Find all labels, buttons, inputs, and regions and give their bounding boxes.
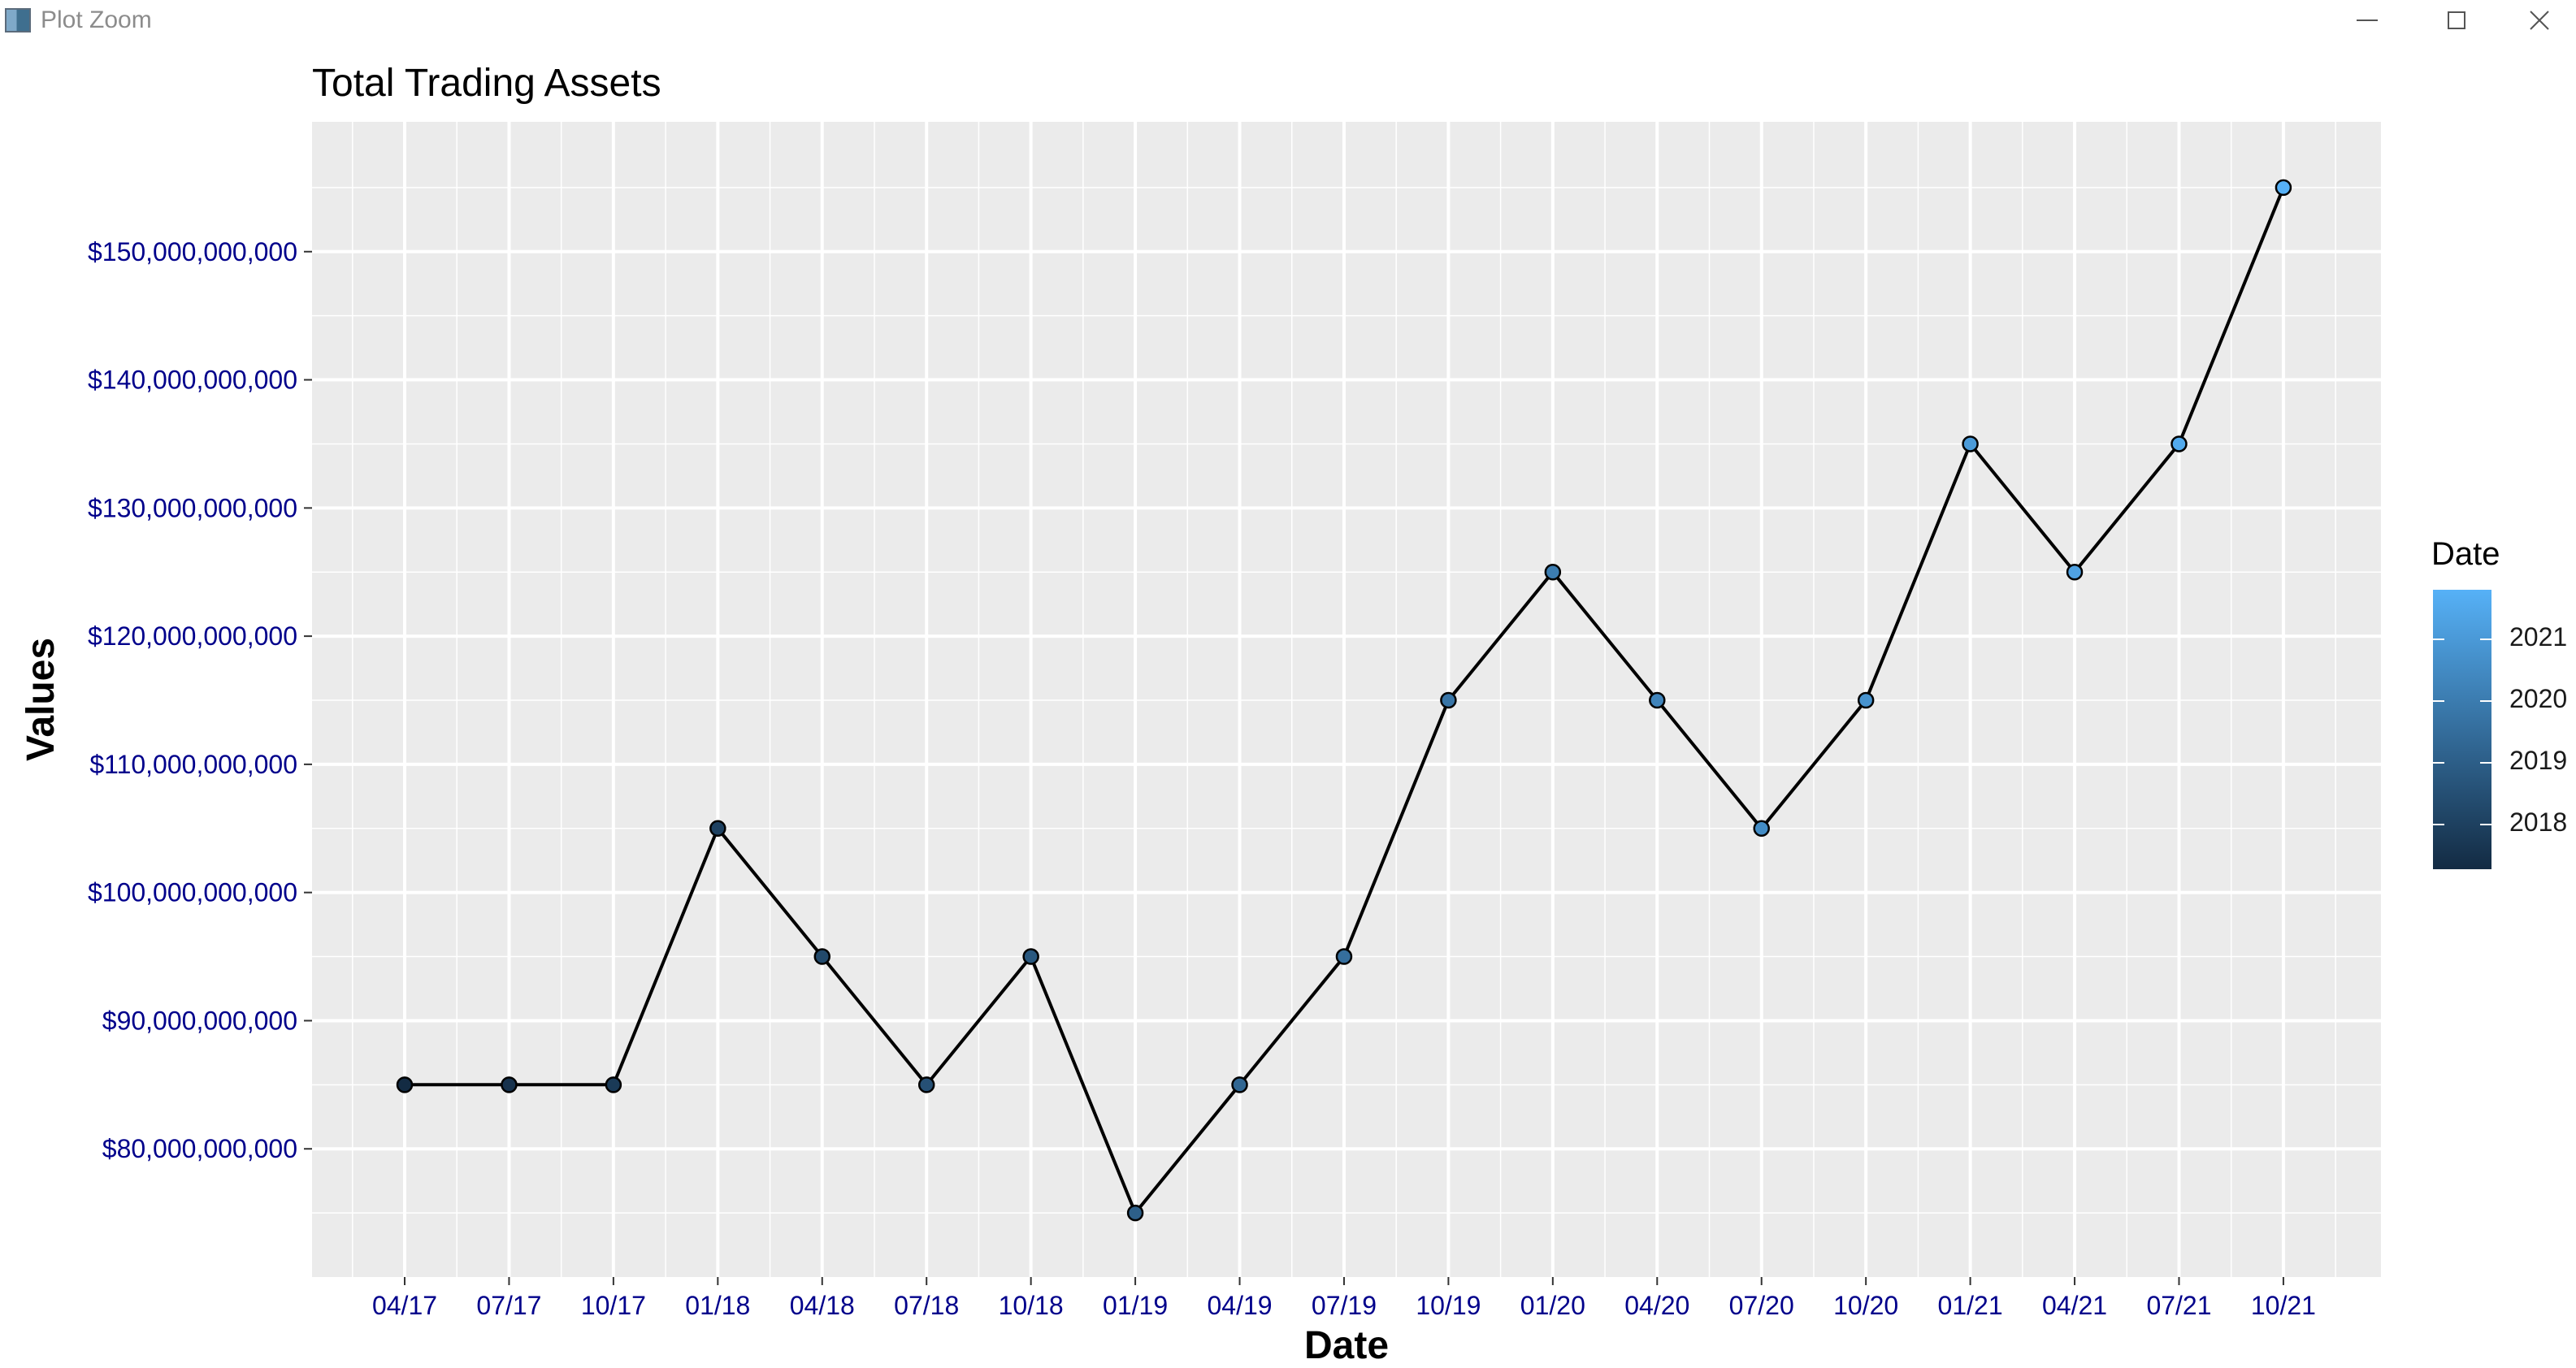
y-axis-label: Values [20, 638, 63, 761]
legend-tick [2480, 762, 2491, 764]
x-axis-label: Date [1304, 1324, 1389, 1367]
data-point [605, 1076, 622, 1093]
data-point [2066, 563, 2084, 581]
x-tick-label: 07/19 [1312, 1291, 1377, 1320]
close-icon [2530, 11, 2549, 30]
x-tick-label: 10/17 [581, 1291, 646, 1320]
legend-tick [2433, 762, 2444, 764]
y-tick-label: $90,000,000,000 [102, 1006, 297, 1035]
x-tick-label: 04/21 [2042, 1291, 2107, 1320]
x-tick-label: 10/21 [2251, 1291, 2316, 1320]
x-tick-label: 04/19 [1207, 1291, 1272, 1320]
data-point [1231, 1076, 1248, 1093]
y-tick-label: $80,000,000,000 [102, 1134, 297, 1163]
maximize-icon [2448, 11, 2465, 29]
y-axis-ticks: $80,000,000,000 $90,000,000,000 $100,000,0… [88, 237, 312, 1163]
y-tick-label: $110,000,000,000 [89, 750, 297, 779]
y-tick-label: $120,000,000,000 [88, 621, 297, 651]
data-point [917, 1076, 935, 1093]
data-point [1753, 820, 1770, 838]
data-point [1126, 1204, 1144, 1222]
major-gridlines [312, 122, 2381, 1277]
x-tick-label: 04/20 [1624, 1291, 1689, 1320]
x-tick-label: 01/20 [1520, 1291, 1585, 1320]
app-icon [5, 8, 31, 32]
data-point [1649, 691, 1666, 709]
legend-label: 2019 [2509, 746, 2568, 775]
window-title: Plot Zoom [41, 6, 152, 33]
close-button[interactable] [2503, 0, 2576, 41]
legend-tick [2480, 824, 2491, 825]
x-tick-label: 10/18 [999, 1291, 1064, 1320]
data-point [1544, 563, 1562, 581]
data-point [501, 1076, 518, 1093]
legend-label: 2021 [2509, 622, 2568, 652]
x-tick-label: 10/19 [1416, 1291, 1481, 1320]
x-tick-label: 01/21 [1938, 1291, 2003, 1320]
data-point [2171, 435, 2188, 452]
minimize-icon [2357, 19, 2378, 21]
y-tick-label: $140,000,000,000 [88, 366, 297, 395]
x-axis-ticks: 04/17 07/17 10/17 01/18 04/18 07/18 10/18 01/19… [372, 1277, 2316, 1320]
chart-title: Total Trading Assets [312, 62, 661, 105]
x-tick-label: 07/20 [1729, 1291, 1794, 1320]
x-tick-label: 07/21 [2146, 1291, 2211, 1320]
legend-tick [2433, 700, 2444, 702]
plot-panel [312, 122, 2381, 1277]
data-point [1335, 948, 1353, 965]
legend-tick [2480, 700, 2491, 702]
data-point [2275, 179, 2292, 197]
data-point [1962, 435, 1979, 452]
legend-tick [2433, 639, 2444, 640]
y-tick-label: $100,000,000,000 [88, 878, 297, 907]
data-point [1022, 948, 1039, 965]
data-point [1440, 691, 1457, 709]
legend-title: Date [2431, 536, 2500, 572]
x-tick-label: 04/17 [372, 1291, 437, 1320]
legend-colorbar [2433, 590, 2491, 869]
minimize-button[interactable] [2331, 0, 2404, 41]
legend-tick [2433, 824, 2444, 825]
data-point [709, 820, 726, 838]
window-titlebar: Plot Zoom [0, 0, 2576, 41]
x-tick-label: 10/20 [1833, 1291, 1898, 1320]
x-tick-label: 04/18 [790, 1291, 855, 1320]
x-tick-label: 01/18 [685, 1291, 750, 1320]
data-points [396, 179, 2292, 1222]
legend-tick [2480, 639, 2491, 640]
legend-label: 2018 [2509, 807, 2568, 837]
y-tick-label: $130,000,000,000 [88, 493, 297, 522]
maximize-button[interactable] [2420, 0, 2493, 41]
data-point [396, 1076, 414, 1093]
data-point [813, 948, 831, 965]
x-tick-label: 07/18 [894, 1291, 959, 1320]
x-tick-label: 07/17 [476, 1291, 541, 1320]
x-tick-label: 01/19 [1103, 1291, 1168, 1320]
y-tick-label: $150,000,000,000 [88, 237, 297, 266]
data-point [1857, 691, 1875, 709]
legend-label: 2020 [2509, 684, 2568, 713]
